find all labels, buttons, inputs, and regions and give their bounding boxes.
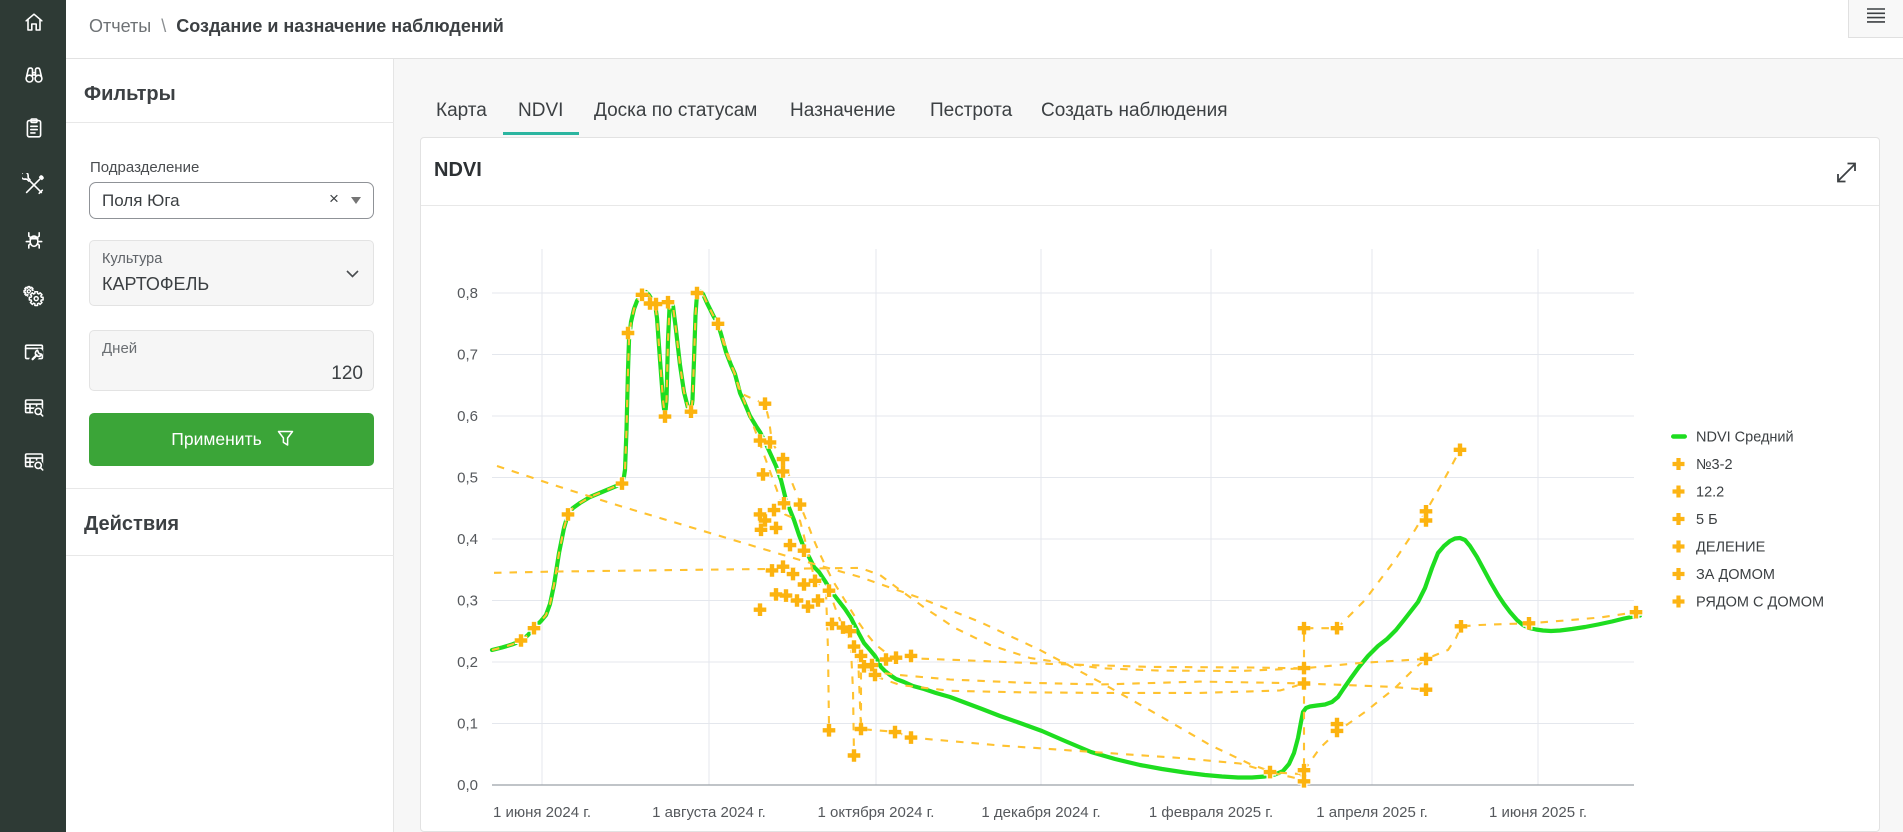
svg-text:NDVI Средний: NDVI Средний xyxy=(1696,430,1794,446)
svg-text:ЗА ДОМОМ: ЗА ДОМОМ xyxy=(1696,567,1775,583)
svg-text:№3-2: №3-2 xyxy=(1696,457,1733,473)
svg-text:0,5: 0,5 xyxy=(457,470,478,487)
svg-text:0,4: 0,4 xyxy=(457,531,478,548)
svg-text:0,2: 0,2 xyxy=(457,654,478,671)
svg-text:0,3: 0,3 xyxy=(457,593,478,610)
svg-text:1 августа 2024 г.: 1 августа 2024 г. xyxy=(652,804,766,821)
svg-text:1 апреля 2025 г.: 1 апреля 2025 г. xyxy=(1316,804,1428,821)
svg-text:0,8: 0,8 xyxy=(457,285,478,302)
svg-text:12.2: 12.2 xyxy=(1696,485,1724,501)
svg-text:ДЕЛЕНИЕ: ДЕЛЕНИЕ xyxy=(1696,540,1766,556)
svg-text:0,7: 0,7 xyxy=(457,347,478,364)
svg-text:0,1: 0,1 xyxy=(457,716,478,733)
svg-text:0,0: 0,0 xyxy=(457,777,478,794)
svg-text:0,6: 0,6 xyxy=(457,408,478,425)
svg-text:5 Б: 5 Б xyxy=(1696,512,1718,528)
svg-text:РЯДОМ С ДОМОМ: РЯДОМ С ДОМОМ xyxy=(1696,595,1824,611)
svg-text:1 июня 2024 г.: 1 июня 2024 г. xyxy=(493,804,591,821)
svg-text:1 декабря 2024 г.: 1 декабря 2024 г. xyxy=(981,804,1100,821)
svg-text:1 июня 2025 г.: 1 июня 2025 г. xyxy=(1489,804,1587,821)
svg-text:1 февраля 2025 г.: 1 февраля 2025 г. xyxy=(1149,804,1273,821)
svg-text:1 октября 2024 г.: 1 октября 2024 г. xyxy=(818,804,935,821)
